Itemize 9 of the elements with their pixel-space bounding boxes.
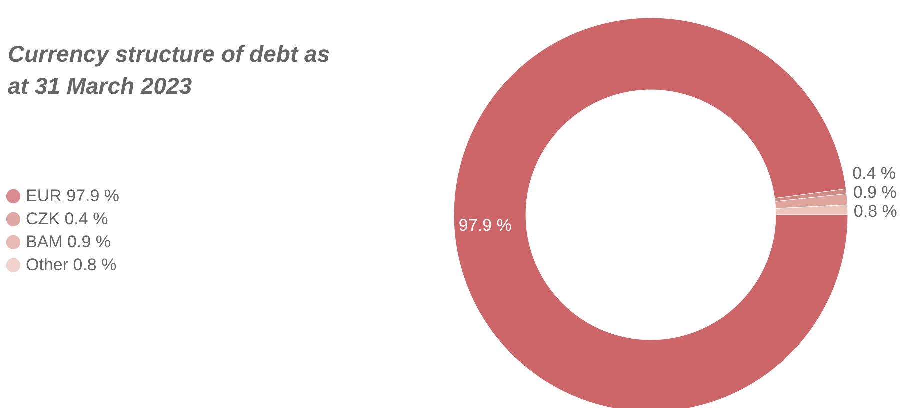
legend-label: EUR 97.9 % [26,186,120,206]
legend-label: CZK 0.4 % [26,210,108,228]
data-label: 0.8 % [854,202,898,221]
data-label: 97.9 % [458,216,512,235]
text: Currency structure of debt as at 31 March 2023 [8,41,330,99]
legend-label: BAM 0.9 % [26,232,112,252]
legend-label: Other 0.8 % [26,256,117,274]
data-label: 0.4 % [852,164,896,183]
data-label: 0.9 % [853,182,897,202]
